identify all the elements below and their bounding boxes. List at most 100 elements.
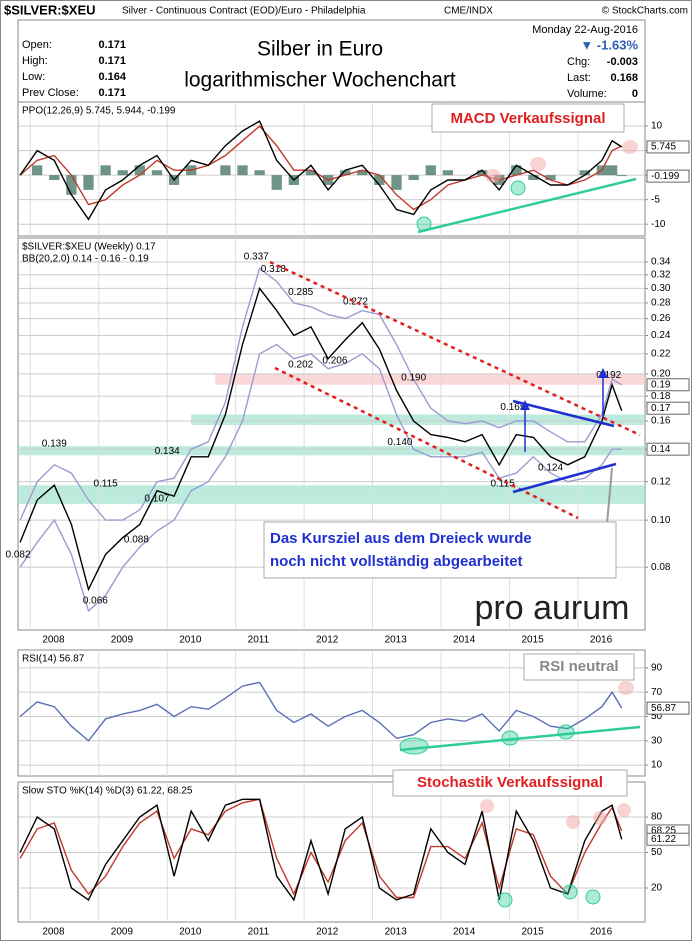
histogram-bar xyxy=(134,165,145,176)
histogram-bar xyxy=(151,170,163,176)
y-tick-label: 0.22 xyxy=(651,348,671,359)
symbol: $SILVER:$XEU xyxy=(4,2,96,17)
price-annotation: 0.082 xyxy=(5,550,30,561)
price-annotation: 0.165 xyxy=(500,402,525,413)
value-tag xyxy=(646,140,690,154)
zone xyxy=(191,414,645,425)
support-line xyxy=(417,177,637,234)
rsi-note: RSI neutral xyxy=(539,658,618,675)
macd-note: MACD Verkaufssignal xyxy=(450,110,605,127)
x-tick-label: 2009 xyxy=(111,927,134,938)
price-annotation: 0.134 xyxy=(155,446,180,457)
y-tick-label: 30 xyxy=(651,735,663,746)
zone xyxy=(18,485,645,504)
x-tick-label: 2015 xyxy=(521,927,544,938)
value-tag-label: 61.22 xyxy=(651,834,676,845)
price-annotation: 0.088 xyxy=(124,535,149,546)
y-tick-label: 0.20 xyxy=(651,369,671,380)
price-annotation: 0.202 xyxy=(288,359,313,370)
histogram-bar xyxy=(616,175,627,177)
note-box xyxy=(431,103,625,133)
quote-label: Prev Close: xyxy=(22,87,79,99)
quote-value: 0.164 xyxy=(98,71,126,83)
value-tag-label: 0.14 xyxy=(651,444,671,455)
highlight xyxy=(593,811,607,825)
value-tag xyxy=(646,401,690,415)
panel-label: BB(20,2.0) 0.14 - 0.16 - 0.19 xyxy=(22,254,149,265)
series-line xyxy=(19,798,623,899)
histogram-bar xyxy=(408,175,419,181)
price-annotation: 0.190 xyxy=(401,372,426,383)
highlight xyxy=(497,892,513,908)
histogram-bar xyxy=(579,170,590,176)
price-annotation: 0.206 xyxy=(322,355,347,366)
histogram-bar xyxy=(237,165,248,176)
x-tick-label: 2009 xyxy=(111,635,134,646)
histogram-bar xyxy=(340,170,351,176)
highlight xyxy=(399,737,429,755)
y-tick-label: 0.34 xyxy=(651,257,671,268)
highlight xyxy=(562,884,578,900)
series-line xyxy=(19,267,623,521)
highlight xyxy=(617,803,631,817)
x-tick-label: 2013 xyxy=(385,927,408,938)
x-tick-label: 2016 xyxy=(590,635,613,646)
price-annotation: 0.192 xyxy=(596,370,621,381)
highlight xyxy=(416,216,432,232)
histogram-bar xyxy=(66,175,77,195)
highlight xyxy=(485,169,501,183)
x-tick-label: 2008 xyxy=(42,635,65,646)
y-tick-label: 50 xyxy=(651,711,663,722)
support-line xyxy=(399,725,641,752)
target-note: noch nicht vollständig abgearbeitet xyxy=(270,553,523,570)
histogram-bar xyxy=(32,165,43,176)
zone xyxy=(18,446,645,456)
histogram-bar xyxy=(425,165,436,176)
highlight xyxy=(480,799,494,813)
date: Monday 22-Aug-2016 xyxy=(532,24,638,36)
note-box xyxy=(263,521,617,579)
quote-value: 0 xyxy=(632,88,638,100)
change-pct: ▼ -1.63% xyxy=(580,37,638,52)
x-tick-label: 2010 xyxy=(179,635,202,646)
highlight xyxy=(585,889,601,905)
panel-label: PPO(12,26,9) 5.745, 5.944, -0.199 xyxy=(22,106,176,117)
highlight xyxy=(510,180,526,196)
histogram-bar xyxy=(254,170,265,176)
arrow-head xyxy=(520,400,530,410)
x-tick-label: 2011 xyxy=(248,927,270,938)
quote-label: Chg: xyxy=(567,56,590,68)
value-tag-label: 0.17 xyxy=(651,403,671,414)
y-tick-label: -5 xyxy=(651,194,660,205)
histogram-bar xyxy=(442,170,453,176)
histogram-bar xyxy=(83,175,94,190)
y-tick-label: 0.32 xyxy=(651,269,671,280)
histogram-bar xyxy=(220,165,231,176)
price-annotation: 0.115 xyxy=(490,478,515,489)
arrow-head xyxy=(598,368,608,378)
value-tag xyxy=(646,442,690,456)
quote-value: 0.171 xyxy=(98,87,126,99)
x-tick-label: 2011 xyxy=(248,635,270,646)
price-annotation: 0.140 xyxy=(387,437,412,448)
price-annotation: 0.337 xyxy=(244,252,269,263)
histogram-bar xyxy=(511,165,522,176)
y-tick-label: 0.28 xyxy=(651,298,671,309)
triangle-line xyxy=(512,462,617,494)
exchange: CME/INDX xyxy=(444,6,493,17)
quote-label: Low: xyxy=(22,71,45,83)
price-annotation: 0.115 xyxy=(93,478,118,489)
zone xyxy=(215,373,645,385)
y-tick-label: 0.16 xyxy=(651,416,671,427)
value-tag xyxy=(646,169,690,183)
y-tick-label: 80 xyxy=(651,812,663,823)
title-line: Silber in Euro xyxy=(257,38,383,61)
value-tag-label: 56.87 xyxy=(651,703,676,714)
x-tick-label: 2014 xyxy=(453,635,476,646)
price-annotation: 0.139 xyxy=(42,438,67,449)
y-tick-label: 0.18 xyxy=(651,391,671,402)
series-line xyxy=(19,343,622,613)
value-tag xyxy=(646,701,690,715)
sto-note: Stochastik Verkaufssignal xyxy=(417,774,603,791)
